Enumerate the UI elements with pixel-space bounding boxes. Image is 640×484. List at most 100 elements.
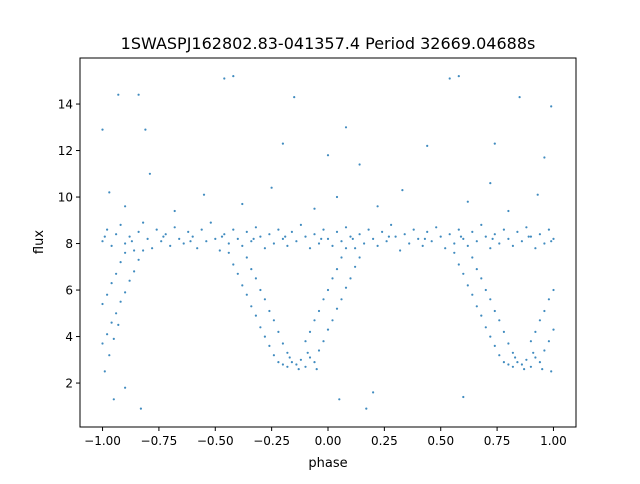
data-point <box>471 256 474 259</box>
data-point <box>101 302 104 306</box>
data-point <box>124 205 127 208</box>
data-point <box>315 368 318 371</box>
data-point <box>365 407 368 410</box>
data-point <box>412 228 415 231</box>
data-point <box>110 282 113 285</box>
data-point <box>514 356 517 359</box>
data-point <box>259 235 262 238</box>
data-point <box>205 240 208 243</box>
data-point <box>268 309 271 313</box>
data-point <box>281 237 284 240</box>
data-point <box>358 233 361 236</box>
data-point <box>313 233 316 236</box>
data-point <box>191 235 194 238</box>
data-point <box>106 333 109 336</box>
data-point <box>304 365 307 368</box>
data-point <box>293 96 296 99</box>
data-point <box>245 256 248 259</box>
data-point <box>187 230 190 233</box>
data-point <box>268 233 271 236</box>
data-point <box>354 265 357 268</box>
data-point <box>112 398 115 401</box>
data-point <box>363 242 366 245</box>
data-point <box>250 268 253 271</box>
data-point <box>543 349 546 352</box>
data-point <box>493 233 496 236</box>
data-point <box>137 93 140 96</box>
data-point <box>462 395 465 399</box>
data-point <box>119 261 122 264</box>
data-point <box>491 237 494 240</box>
y-axis-ticks: 2 4 6 8 10 12 14 <box>58 98 80 391</box>
data-point <box>552 237 555 240</box>
data-point <box>209 221 212 224</box>
data-point <box>511 365 514 368</box>
y-tick-label: 6 <box>65 284 73 298</box>
data-point <box>241 244 244 247</box>
data-point <box>376 244 379 247</box>
data-point <box>462 272 465 275</box>
data-point <box>326 328 330 331</box>
data-point <box>101 128 104 131</box>
data-point <box>254 314 257 317</box>
data-point <box>543 242 546 245</box>
data-point <box>223 233 226 236</box>
data-point <box>520 240 524 243</box>
x-tick-label: 1.00 <box>540 434 567 448</box>
data-point <box>254 226 257 229</box>
data-point <box>313 319 316 322</box>
data-point <box>493 344 496 347</box>
data-point <box>133 249 136 252</box>
data-point <box>351 237 354 240</box>
y-tick-label: 2 <box>65 377 73 391</box>
y-tick-label: 10 <box>58 191 73 205</box>
y-tick-label: 12 <box>58 144 73 158</box>
data-point <box>115 312 118 315</box>
data-point <box>543 156 546 159</box>
data-point <box>295 240 298 243</box>
data-point <box>320 237 323 240</box>
data-point <box>108 191 111 194</box>
data-point <box>119 223 122 226</box>
data-point <box>507 237 510 240</box>
data-point <box>403 233 406 236</box>
data-point <box>250 240 253 243</box>
data-point <box>538 233 542 236</box>
data-point <box>245 293 248 296</box>
data-point <box>484 288 487 292</box>
data-point <box>277 361 280 364</box>
data-point <box>439 235 442 238</box>
x-tick-label: −1.00 <box>84 434 121 448</box>
data-point <box>529 340 533 343</box>
data-point <box>148 172 151 175</box>
x-tick-label: −0.50 <box>197 434 234 448</box>
data-point <box>534 330 537 333</box>
data-point <box>299 358 302 361</box>
data-point <box>263 247 266 250</box>
data-point <box>173 226 176 229</box>
data-point <box>459 235 463 238</box>
data-point <box>498 354 501 357</box>
data-point <box>304 340 307 343</box>
data-point <box>335 268 339 271</box>
data-point <box>245 230 248 233</box>
axes-frame <box>79 57 577 428</box>
data-point <box>471 293 474 296</box>
data-point <box>227 251 230 254</box>
data-point <box>313 361 316 364</box>
data-point <box>507 363 510 366</box>
data-point <box>480 277 483 280</box>
data-point <box>541 368 544 371</box>
data-point <box>308 356 312 359</box>
data-point <box>277 228 280 231</box>
data-point <box>511 351 514 354</box>
data-point <box>344 247 348 250</box>
data-point <box>426 144 429 147</box>
data-point <box>498 242 501 245</box>
data-point <box>263 335 266 338</box>
data-point <box>335 230 339 233</box>
data-point <box>313 207 316 210</box>
data-point <box>272 354 275 357</box>
data-point <box>331 244 334 247</box>
data-point <box>106 293 109 296</box>
